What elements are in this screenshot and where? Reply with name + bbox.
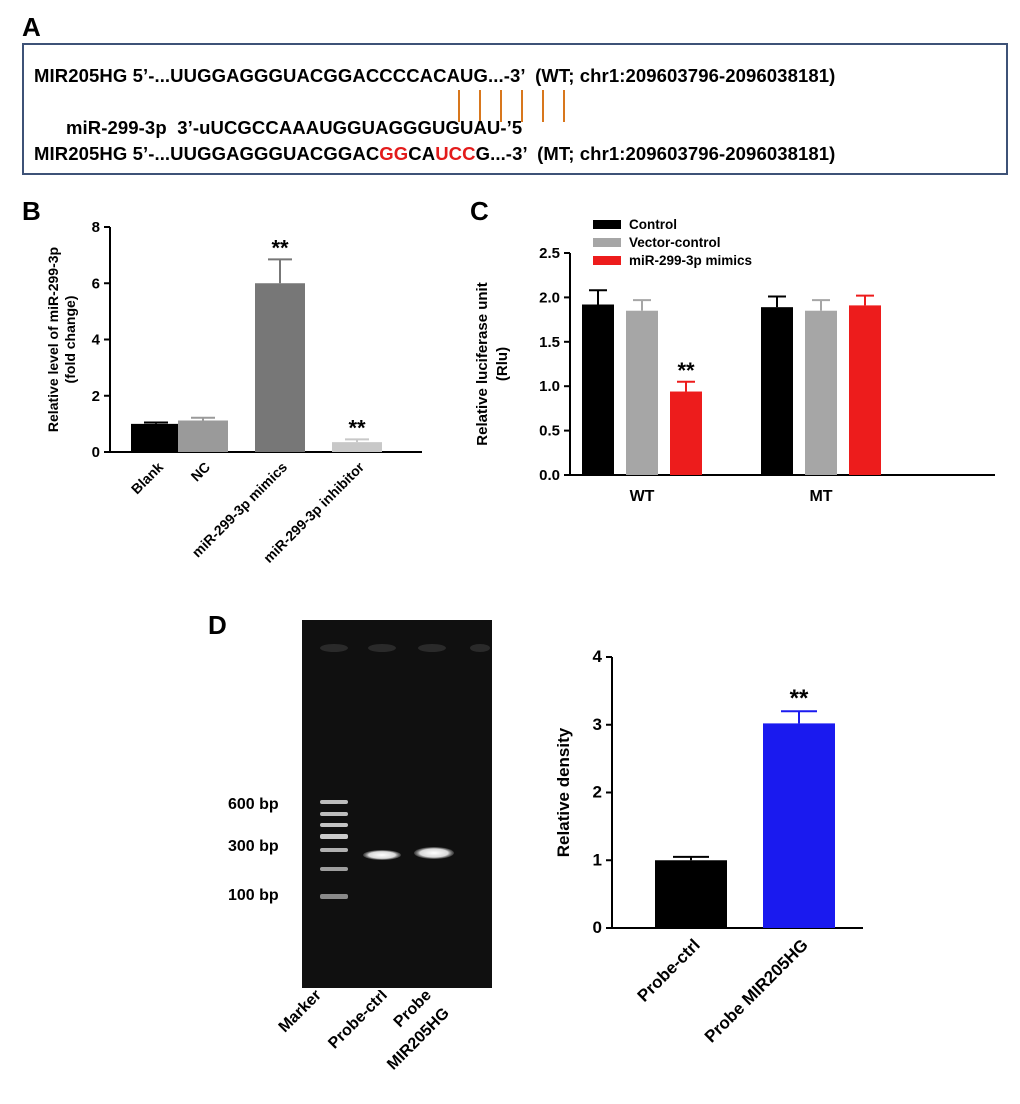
x-tick-label: WT <box>630 488 655 505</box>
mt-sequence: MIR205HG 5’-...UUGGAGGGUACGGACGGCAUCCG..… <box>34 143 835 165</box>
y-tick-label: 3 <box>593 715 602 734</box>
y-axis-label: (fold change) <box>62 296 78 384</box>
mirna-sequence: miR-299-3p 3’-uUCGCCAAAUGGUAGGGUGUAU-’5 <box>66 117 523 138</box>
marker-band <box>320 867 348 871</box>
legend-label: miR-299-3p mimics <box>629 253 752 268</box>
marker-label-100: 100 bp <box>228 887 279 904</box>
panel-label-d: D <box>208 610 227 640</box>
bar <box>178 420 228 452</box>
y-tick-label: 1.5 <box>539 334 560 351</box>
y-axis-label: (Rlu) <box>494 347 511 381</box>
marker-band <box>320 823 348 827</box>
panel-label-b: B <box>22 196 41 226</box>
mutated-bases: UCC <box>435 143 476 164</box>
probe-ctrl-band <box>363 850 401 860</box>
marker-band <box>320 848 348 852</box>
marker-band <box>320 812 348 816</box>
base-pair-line <box>563 90 565 122</box>
legend-swatch <box>593 220 621 229</box>
base-pair-line <box>458 90 460 122</box>
base-pair-line <box>542 90 544 122</box>
well <box>470 644 490 652</box>
wt-sequence: MIR205HG 5’-...UUGGAGGGUACGGACCCCACAUG..… <box>34 65 836 86</box>
y-tick-label: 0.0 <box>539 467 560 484</box>
bar <box>626 310 658 475</box>
base-pair-line <box>479 90 481 122</box>
well <box>418 644 446 652</box>
significance-label: ** <box>348 415 366 440</box>
y-tick-label: 2.0 <box>539 289 560 306</box>
panel-label-a: A <box>22 12 41 42</box>
marker-band <box>320 894 348 899</box>
lane-label-probe-ctrl: Probe-ctrl <box>325 990 390 1052</box>
chart-d: 0 1 2 3 4 Probe-ctrl ** Probe MIR205HG Relative … <box>554 647 863 1046</box>
bar <box>763 723 835 928</box>
sequence-alignment-box: MIR205HG 5’-...UUGGAGGGUACGGACCCCACAUG..… <box>22 43 1008 175</box>
y-axis-label: Relative luciferase unit <box>474 282 491 445</box>
panel-label-c: C <box>470 196 489 226</box>
bar <box>255 283 305 452</box>
y-tick-label: 4 <box>92 332 101 349</box>
y-tick-label: 1 <box>593 850 602 869</box>
legend-label: Control <box>629 217 677 232</box>
y-axis-label: Relative density <box>554 727 573 857</box>
x-tick-label: NC <box>187 459 213 485</box>
legend-swatch <box>593 256 621 265</box>
y-tick-label: 2 <box>92 388 100 405</box>
legend-label: Vector-control <box>629 235 721 250</box>
y-tick-label: 4 <box>593 647 603 666</box>
bar <box>805 310 837 475</box>
mt-seq-part: CA <box>408 143 436 164</box>
y-tick-label: 8 <box>92 219 100 236</box>
chart-c: 0.0 0.5 1.0 1.5 2.0 2.5 ** WT MT Control Vector-co… <box>474 217 995 505</box>
mutated-bases: GG <box>379 143 409 164</box>
x-tick-label: Probe MIR205HG <box>701 935 812 1046</box>
gel-lane-labels: Marker Probe-ctrl Probe MIR205HG <box>276 990 453 1073</box>
lane-label-marker: Marker <box>276 990 325 1036</box>
significance-label: ** <box>677 358 695 383</box>
well <box>368 644 396 652</box>
bar <box>849 305 881 475</box>
significance-label: ** <box>790 685 809 712</box>
y-tick-label: 2 <box>593 783 602 802</box>
bar <box>332 442 382 452</box>
x-tick-label: Blank <box>128 459 166 497</box>
significance-label: ** <box>271 235 289 260</box>
x-tick-label: MT <box>809 488 832 505</box>
marker-label-600: 600 bp <box>228 796 279 813</box>
gel-bands <box>320 644 490 899</box>
marker-label-300: 300 bp <box>228 838 279 855</box>
y-axis-label: Relative level of miR-299-3p <box>45 247 61 432</box>
bar <box>131 423 181 452</box>
x-tick-label: Probe-ctrl <box>634 935 704 1005</box>
marker-band <box>320 834 348 839</box>
y-tick-label: 0 <box>593 918 602 937</box>
bar <box>670 391 702 475</box>
y-tick-label: 0 <box>92 444 100 461</box>
y-tick-label: 2.5 <box>539 245 560 262</box>
base-pair-line <box>500 90 502 122</box>
bar <box>582 304 614 475</box>
legend-swatch <box>593 238 621 247</box>
bar <box>655 860 727 928</box>
base-pair-line <box>521 90 523 122</box>
marker-band <box>320 800 348 804</box>
y-tick-label: 1.0 <box>539 378 560 395</box>
mt-seq-part: G...-3’ (MT; chr1:209603796-2096038181) <box>475 143 836 164</box>
well <box>320 644 348 652</box>
y-tick-label: 6 <box>92 275 100 292</box>
bar <box>761 307 793 475</box>
mt-seq-part: MIR205HG 5’-...UUGGAGGGUACGGAC <box>34 143 380 164</box>
probe-mir205hg-band <box>414 847 454 859</box>
gel-image <box>302 620 492 988</box>
y-tick-label: 0.5 <box>539 423 560 440</box>
